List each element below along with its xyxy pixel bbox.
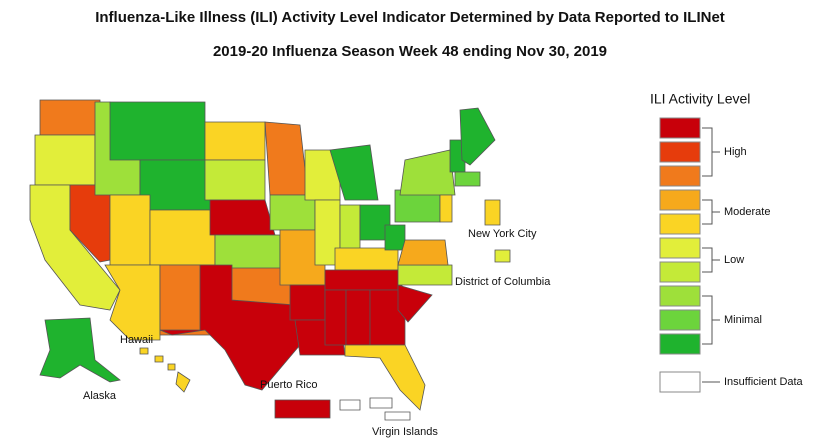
legend-swatch bbox=[659, 213, 701, 235]
state bbox=[159, 264, 301, 391]
state bbox=[397, 264, 453, 286]
legend-bracket bbox=[702, 295, 713, 345]
state bbox=[345, 289, 371, 346]
map-label: Puerto Rico bbox=[260, 379, 317, 391]
legend-swatch bbox=[659, 371, 701, 393]
legend-bracket bbox=[702, 127, 713, 177]
state bbox=[399, 149, 456, 196]
legend-swatch bbox=[659, 165, 701, 187]
legend-label: Low bbox=[724, 254, 744, 266]
state bbox=[149, 209, 216, 266]
map-label: Virgin Islands bbox=[372, 426, 438, 438]
state bbox=[175, 371, 191, 393]
legend-bracket bbox=[702, 247, 713, 273]
state bbox=[39, 99, 101, 136]
state bbox=[329, 144, 379, 201]
legend-swatch bbox=[659, 309, 701, 331]
state bbox=[204, 121, 266, 161]
state bbox=[324, 269, 403, 291]
subtitle: 2019-20 Influenza Season Week 48 ending … bbox=[213, 43, 607, 60]
state bbox=[274, 399, 331, 419]
territory bbox=[339, 399, 361, 411]
state bbox=[459, 107, 496, 166]
state bbox=[334, 247, 399, 271]
legend-swatch bbox=[659, 117, 701, 139]
state bbox=[454, 171, 481, 187]
state bbox=[154, 355, 164, 363]
state bbox=[344, 344, 426, 411]
territory bbox=[369, 397, 393, 409]
state bbox=[109, 101, 206, 161]
state bbox=[494, 249, 511, 263]
state bbox=[139, 347, 149, 355]
legend-label: Minimal bbox=[724, 314, 762, 326]
state bbox=[397, 284, 433, 323]
legend-label: High bbox=[724, 146, 747, 158]
map-label: New York City bbox=[468, 228, 537, 240]
map-label: District of Columbia bbox=[455, 276, 551, 288]
state bbox=[209, 199, 276, 236]
state bbox=[339, 204, 361, 251]
state bbox=[109, 194, 151, 266]
state bbox=[39, 317, 121, 383]
legend-label: Moderate bbox=[724, 206, 770, 218]
territory bbox=[384, 411, 411, 421]
legend-swatch bbox=[659, 261, 701, 283]
title: Influenza-Like Illness (ILI) Activity Le… bbox=[95, 9, 725, 26]
state bbox=[289, 284, 326, 321]
legend-swatch bbox=[659, 237, 701, 259]
us-map bbox=[29, 99, 511, 421]
map-label: Hawaii bbox=[120, 334, 153, 346]
legend-swatch bbox=[659, 141, 701, 163]
state bbox=[139, 159, 211, 211]
legend-title: ILI Activity Level bbox=[650, 91, 750, 107]
legend-label: Insufficient Data bbox=[724, 376, 804, 388]
state bbox=[264, 121, 309, 196]
state bbox=[204, 159, 266, 201]
state bbox=[167, 363, 176, 371]
state bbox=[34, 134, 96, 186]
map-label: Alaska bbox=[83, 390, 117, 402]
state bbox=[384, 224, 406, 251]
state bbox=[484, 199, 501, 226]
state bbox=[397, 239, 449, 266]
legend-swatch bbox=[659, 285, 701, 307]
legend: High Moderate Low Minimal Insufficient Data bbox=[659, 117, 804, 393]
state bbox=[439, 194, 453, 223]
legend-bracket bbox=[702, 199, 713, 225]
state bbox=[324, 289, 347, 346]
legend-swatch bbox=[659, 189, 701, 211]
legend-swatch bbox=[659, 333, 701, 355]
